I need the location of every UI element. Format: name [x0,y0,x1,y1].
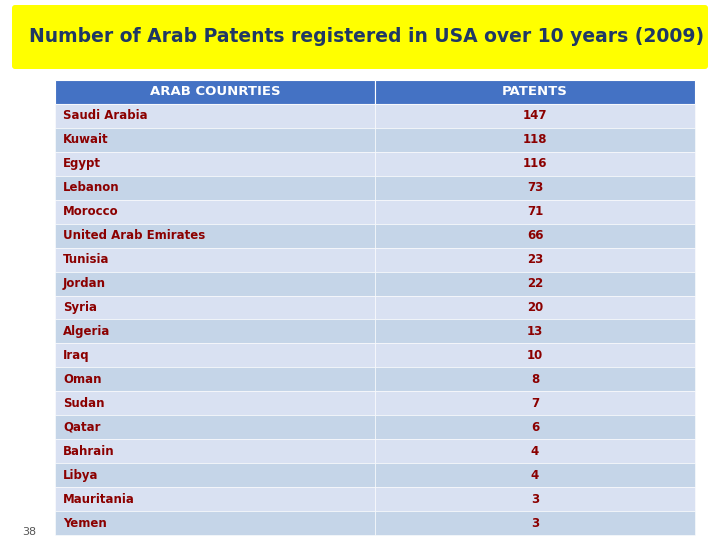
Bar [375,200,695,224]
Text: 147: 147 [523,110,547,123]
Bar [55,295,375,320]
Bar [55,343,375,367]
Bar [375,343,695,367]
Text: 71: 71 [527,205,543,218]
Bar [55,104,375,128]
Text: Iraq: Iraq [63,349,89,362]
Text: 6: 6 [531,421,539,434]
Text: Kuwait: Kuwait [63,133,109,146]
Bar [375,320,695,343]
Bar [55,487,375,511]
Text: Egypt: Egypt [63,157,101,170]
Bar [375,511,695,535]
Bar [55,176,375,200]
Text: PATENTS: PATENTS [502,85,568,98]
Bar [375,80,695,104]
Text: 118: 118 [523,133,547,146]
Text: 4: 4 [531,444,539,458]
Text: Tunisia: Tunisia [63,253,109,266]
Text: 66: 66 [527,229,544,242]
Bar [55,415,375,439]
Bar [375,248,695,272]
Bar [375,224,695,248]
Bar [55,224,375,248]
Bar [375,152,695,176]
Text: Yemen: Yemen [63,517,107,530]
Bar [55,511,375,535]
Bar [375,176,695,200]
FancyBboxPatch shape [12,5,708,69]
Text: 22: 22 [527,277,543,290]
Bar [375,104,695,128]
Text: Number of Arab Patents registered in USA over 10 years (2009): Number of Arab Patents registered in USA… [29,28,704,46]
Text: Sudan: Sudan [63,397,104,410]
Text: Syria: Syria [63,301,97,314]
Bar [375,487,695,511]
Text: 13: 13 [527,325,543,338]
Text: 116: 116 [523,157,547,170]
Text: 3: 3 [531,517,539,530]
Text: Libya: Libya [63,469,99,482]
Text: 20: 20 [527,301,543,314]
Bar [55,152,375,176]
Text: Saudi Arabia: Saudi Arabia [63,110,148,123]
Bar [375,367,695,392]
Bar [55,200,375,224]
Text: Algeria: Algeria [63,325,110,338]
Bar [375,439,695,463]
Bar [55,128,375,152]
Bar [375,392,695,415]
Text: United Arab Emirates: United Arab Emirates [63,229,205,242]
Bar [55,392,375,415]
Text: 38: 38 [22,527,36,537]
Bar [55,80,375,104]
Bar [375,128,695,152]
Text: Qatar: Qatar [63,421,101,434]
Bar [55,248,375,272]
Text: 7: 7 [531,397,539,410]
Text: 8: 8 [531,373,539,386]
Text: 23: 23 [527,253,543,266]
Text: Lebanon: Lebanon [63,181,120,194]
Bar [375,415,695,439]
Text: Bahrain: Bahrain [63,444,114,458]
Bar [55,320,375,343]
Bar [55,439,375,463]
Text: 4: 4 [531,469,539,482]
Text: 3: 3 [531,492,539,505]
Bar [55,272,375,295]
Text: Oman: Oman [63,373,102,386]
Text: Jordan: Jordan [63,277,106,290]
Text: 73: 73 [527,181,543,194]
Text: 10: 10 [527,349,543,362]
Bar [375,463,695,487]
Bar [55,463,375,487]
Text: Morocco: Morocco [63,205,119,218]
Bar [55,367,375,392]
Text: ARAB COUNRTIES: ARAB COUNRTIES [150,85,280,98]
Bar [375,272,695,295]
Text: Mauritania: Mauritania [63,492,135,505]
Bar [375,295,695,320]
